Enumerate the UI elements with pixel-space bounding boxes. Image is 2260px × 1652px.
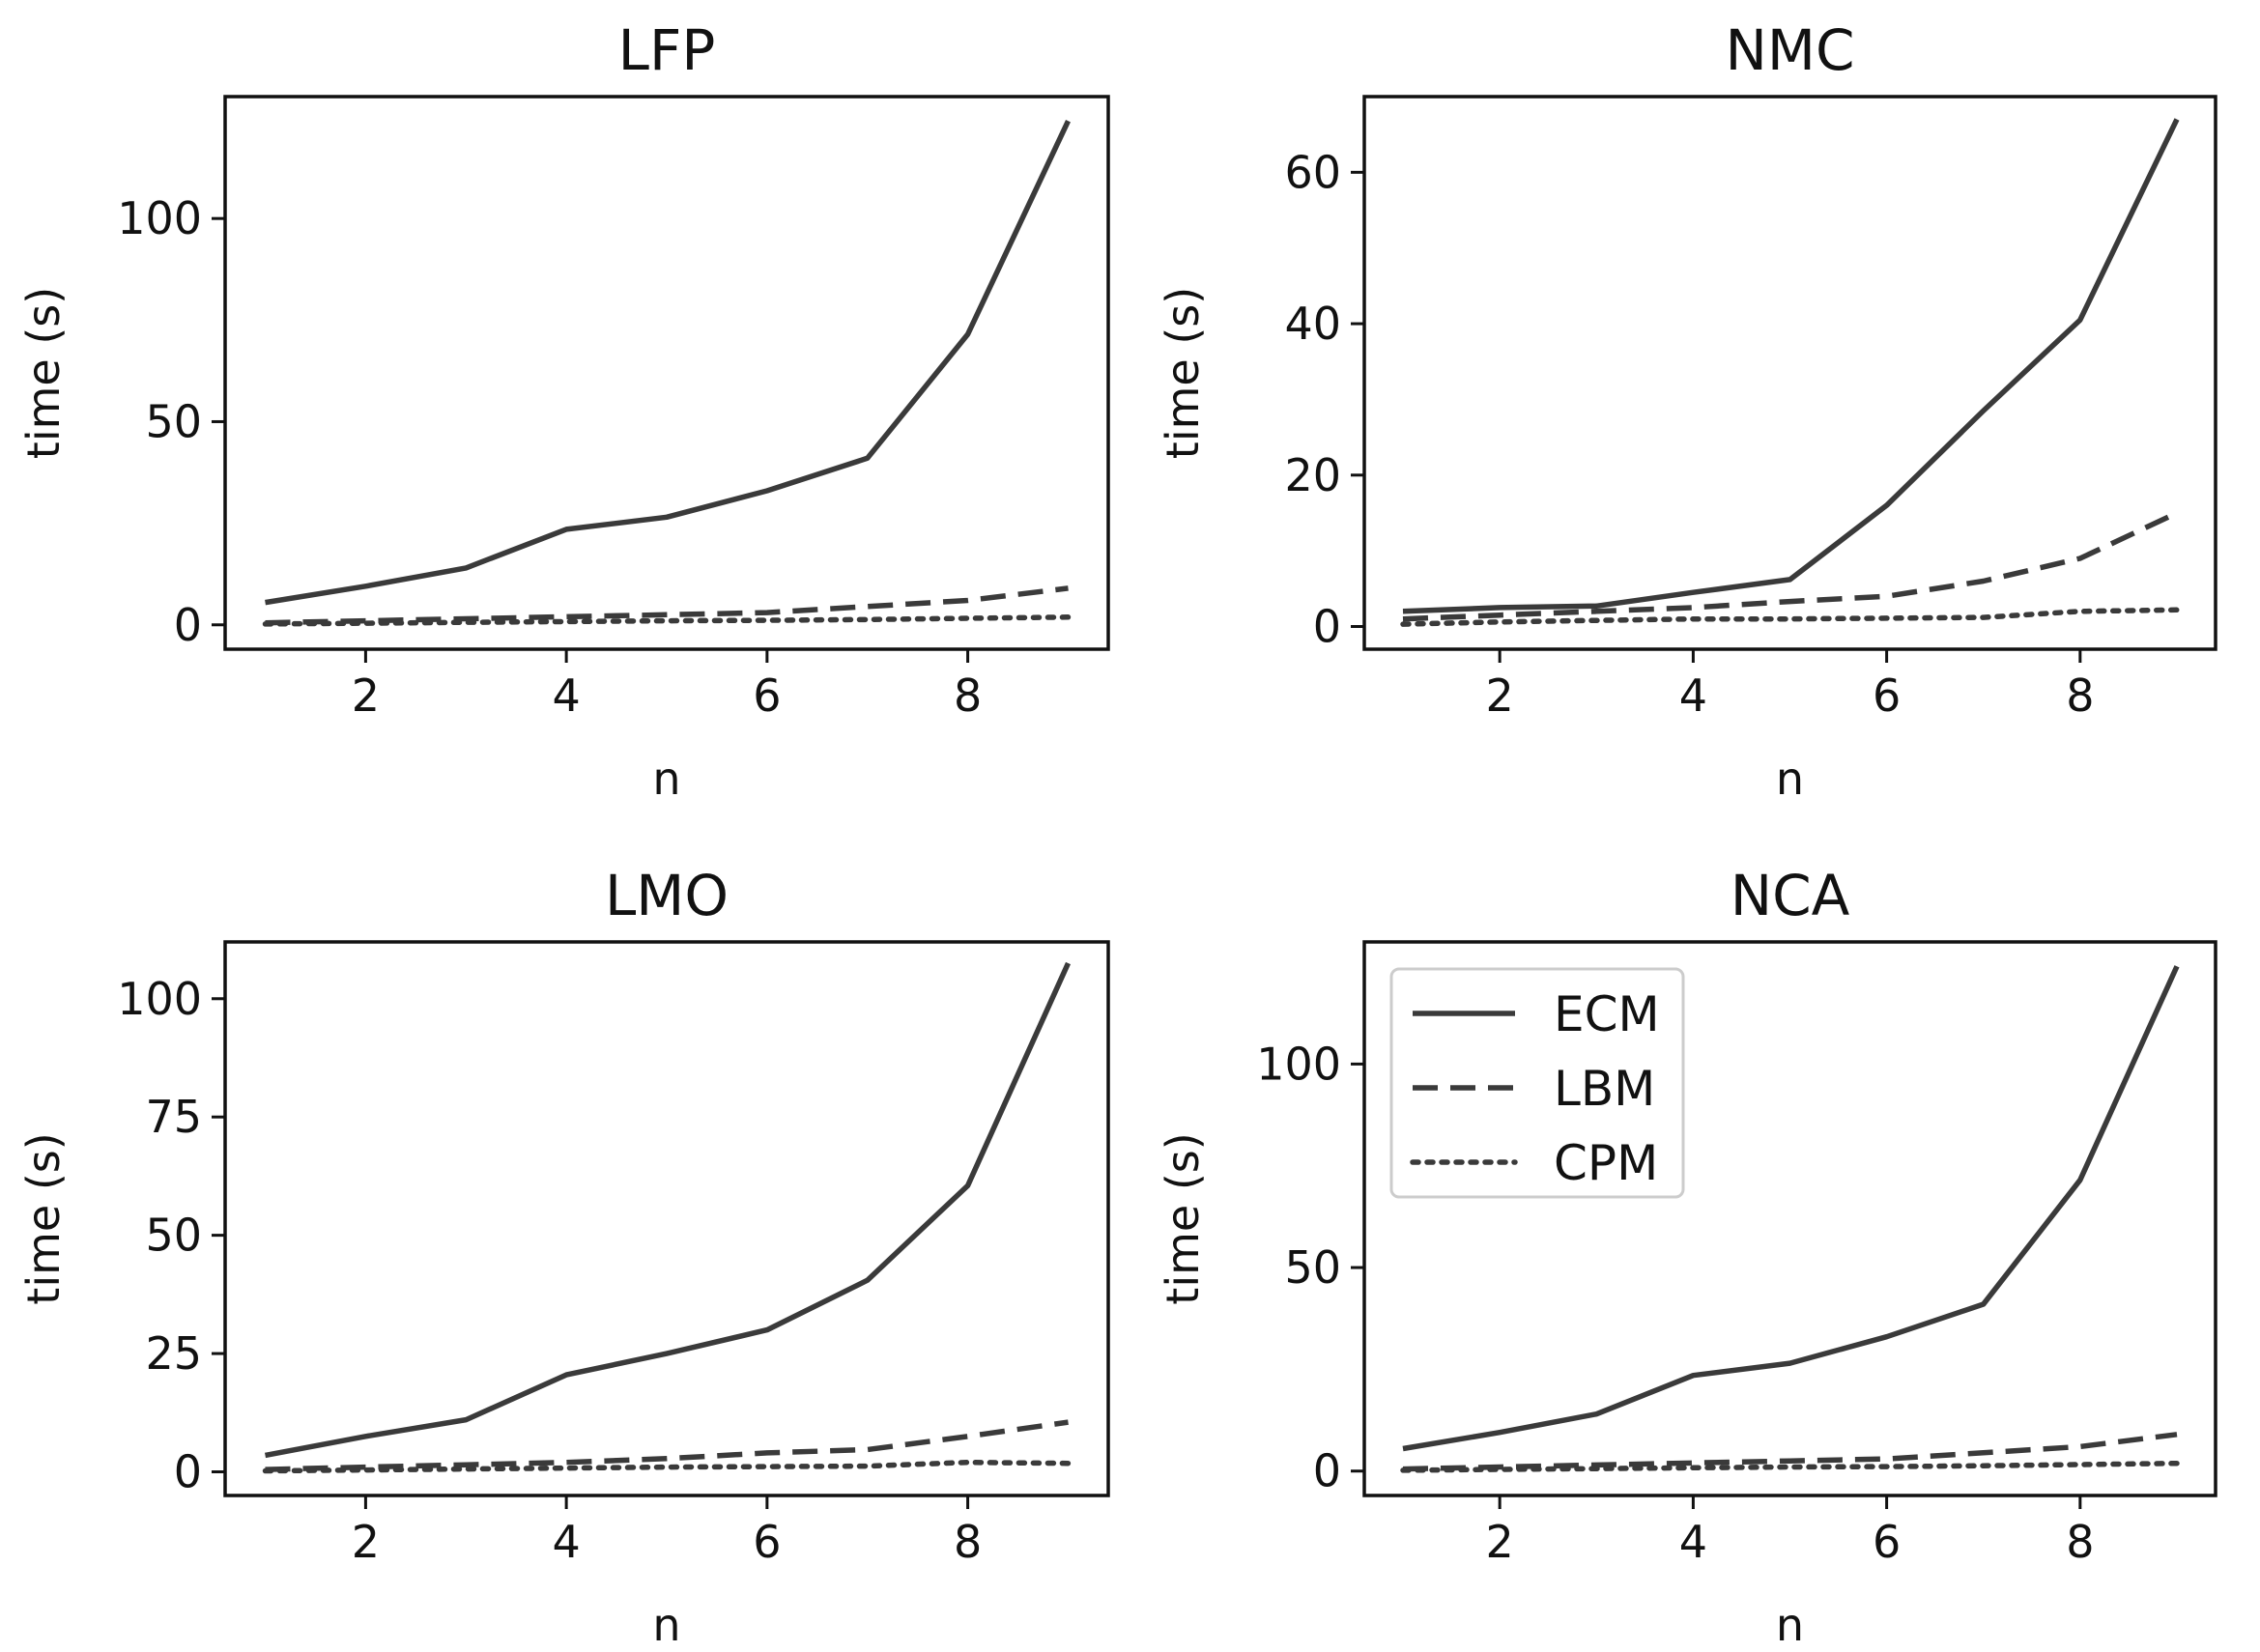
chart-2-x-tick-label-6: 6 xyxy=(1873,669,1901,722)
chart-1-y-tick-label-50: 50 xyxy=(145,395,202,447)
chart-3-y-tick-label-25: 25 xyxy=(145,1327,202,1380)
chart-2-y-tick-label-0: 0 xyxy=(1313,600,1341,652)
chart-4-y-axis-label: time (s) xyxy=(1157,1132,1209,1304)
chart-3-x-tick-label-6: 6 xyxy=(753,1516,781,1568)
chart-2-x-tick-label-8: 8 xyxy=(2066,669,2094,722)
chart-4-y-tick-label-0: 0 xyxy=(1313,1445,1341,1497)
chart-3-x-axis-label: n xyxy=(652,1599,680,1651)
chart-3-y-axis-label: time (s) xyxy=(17,1132,70,1304)
chart-4-legend: ECM LBM CPM xyxy=(1389,967,1685,1199)
chart-4-x-axis-label: n xyxy=(1776,1599,1804,1651)
chart-3-title: LMO xyxy=(605,863,729,928)
chart-4-legend-label-cpm: CPM xyxy=(1554,1135,1658,1191)
chart-4-series-lbm xyxy=(1402,1432,2178,1472)
chart-3-series-ecm xyxy=(264,961,1072,1459)
chart-2-x-tick-label-2: 2 xyxy=(1486,669,1514,722)
chart-3-x-tick-label-2: 2 xyxy=(352,1516,380,1568)
chart-2-axes-frame xyxy=(1362,95,2217,651)
chart-3-y-tick-label-100: 100 xyxy=(117,973,202,1025)
chart-2-x-axis-label: n xyxy=(1776,753,1804,805)
chart-3-series-lbm xyxy=(265,1419,1069,1472)
chart-4-series-cpm xyxy=(1400,1460,2180,1473)
chart-2-title: NMC xyxy=(1726,17,1855,83)
chart-3-series-cpm xyxy=(262,1459,1072,1474)
chart-1-y-axis-label: time (s) xyxy=(17,287,70,459)
chart-1-y-tick-label-0: 0 xyxy=(174,599,202,651)
chart-4-legend-label-lbm: LBM xyxy=(1554,1061,1655,1117)
chart-1-title: LFP xyxy=(618,17,716,83)
chart-1-series-cpm xyxy=(262,614,1072,627)
chart-2-series-lbm xyxy=(1402,510,2179,622)
chart-3-axes-frame xyxy=(223,940,1110,1497)
chart-1-y-tick-label-100: 100 xyxy=(117,192,202,244)
chart-3-y-tick-label-50: 50 xyxy=(145,1210,202,1262)
chart-4-y-tick-label-50: 50 xyxy=(1284,1241,1341,1294)
chart-3-y-tick-label-75: 75 xyxy=(145,1091,202,1143)
chart-2-y-axis-label: time (s) xyxy=(1157,287,1209,459)
chart-1-x-tick-label-4: 4 xyxy=(552,669,580,722)
chart-1-series-ecm xyxy=(265,120,1071,606)
chart-4-legend-label-ecm: ECM xyxy=(1554,986,1660,1042)
chart-2-y-tick-label-60: 60 xyxy=(1284,146,1341,198)
chart-1-x-tick-label-2: 2 xyxy=(352,669,380,722)
chart-1-x-tick-label-6: 6 xyxy=(753,669,781,722)
chart-1-series-lbm xyxy=(265,585,1069,626)
chart-3-y-tick-label-0: 0 xyxy=(174,1446,202,1498)
chart-4-y-tick-label-100: 100 xyxy=(1256,1038,1341,1090)
chart-4-nca: 2 4 6 8 0 50 100 NCA n time (s) ECM LBM CPM xyxy=(1157,863,2217,1651)
chart-2-series-cpm xyxy=(1400,607,2180,627)
chart-1-lfp: 2 4 6 8 0 50 100 LFP n time (s) xyxy=(17,17,1110,805)
chart-4-x-tick-label-4: 4 xyxy=(1679,1516,1707,1568)
chart-2-x-tick-label-4: 4 xyxy=(1679,669,1707,722)
chart-4-series-ecm xyxy=(1402,965,2180,1452)
chart-3-x-tick-label-8: 8 xyxy=(954,1516,982,1568)
chart-4-title: NCA xyxy=(1731,863,1850,928)
chart-1-axes-frame xyxy=(223,95,1110,651)
chart-3-x-tick-label-4: 4 xyxy=(552,1516,580,1568)
chart-4-legend-box xyxy=(1389,967,1685,1199)
chart-2-y-tick-label-20: 20 xyxy=(1284,449,1341,501)
chart-4-x-tick-label-8: 8 xyxy=(2066,1516,2094,1568)
chart-1-x-tick-label-8: 8 xyxy=(954,669,982,722)
chart-2-series-ecm xyxy=(1402,118,2180,614)
chart-1-x-axis-label: n xyxy=(652,753,680,805)
chart-4-x-tick-label-2: 2 xyxy=(1486,1516,1514,1568)
chart-2-nmc: 2 4 6 8 0 20 40 60 NMC n time (s) xyxy=(1157,17,2217,805)
chart-3-lmo: 2 4 6 8 0 25 50 75 100 LMO n time (s) xyxy=(17,863,1110,1651)
chart-4-x-tick-label-6: 6 xyxy=(1873,1516,1901,1568)
chart-4-axes-frame xyxy=(1362,940,2217,1497)
chart-2-y-tick-label-40: 40 xyxy=(1284,298,1341,350)
